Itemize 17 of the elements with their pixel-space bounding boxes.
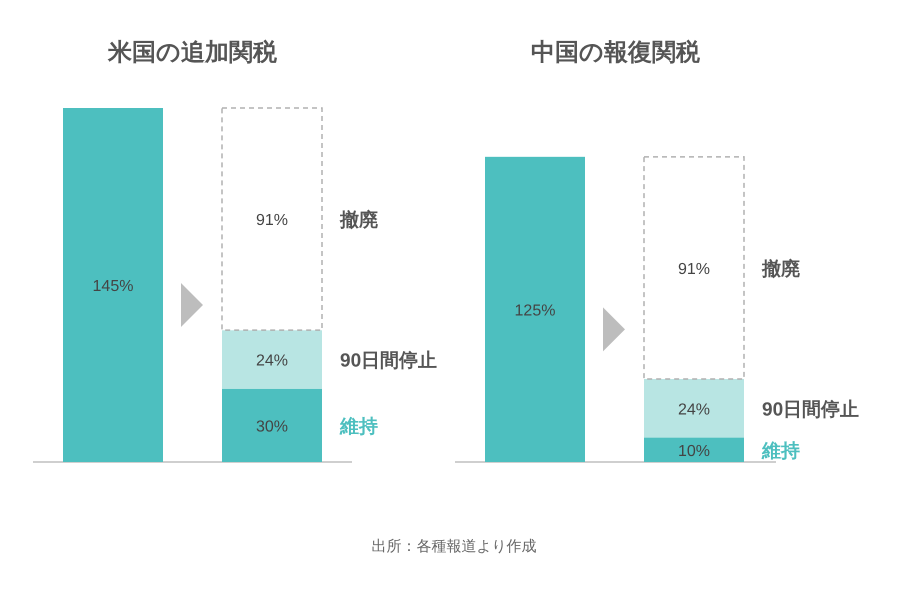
- series-label: 90日間停止: [340, 349, 438, 372]
- data-label: 91%: [678, 260, 710, 278]
- chart-title: 米国の追加関税: [107, 39, 278, 66]
- series-label: 維持: [339, 416, 378, 438]
- data-label: 24%: [678, 401, 710, 418]
- data-label: 24%: [256, 352, 288, 370]
- chart-title: 中国の報復関税: [531, 39, 701, 66]
- series-label: 撤廃: [339, 209, 378, 232]
- data-label: 91%: [256, 212, 288, 230]
- data-label: 30%: [256, 418, 288, 436]
- series-label: 90日間停止: [762, 398, 860, 420]
- series-label: 維持: [761, 440, 800, 462]
- data-label: 125%: [514, 302, 556, 320]
- text: 出所：各種報道より作成: [372, 538, 536, 555]
- data-label: 145%: [92, 278, 134, 295]
- series-label: 撤廃: [761, 258, 800, 280]
- data-label: 10%: [678, 442, 710, 460]
